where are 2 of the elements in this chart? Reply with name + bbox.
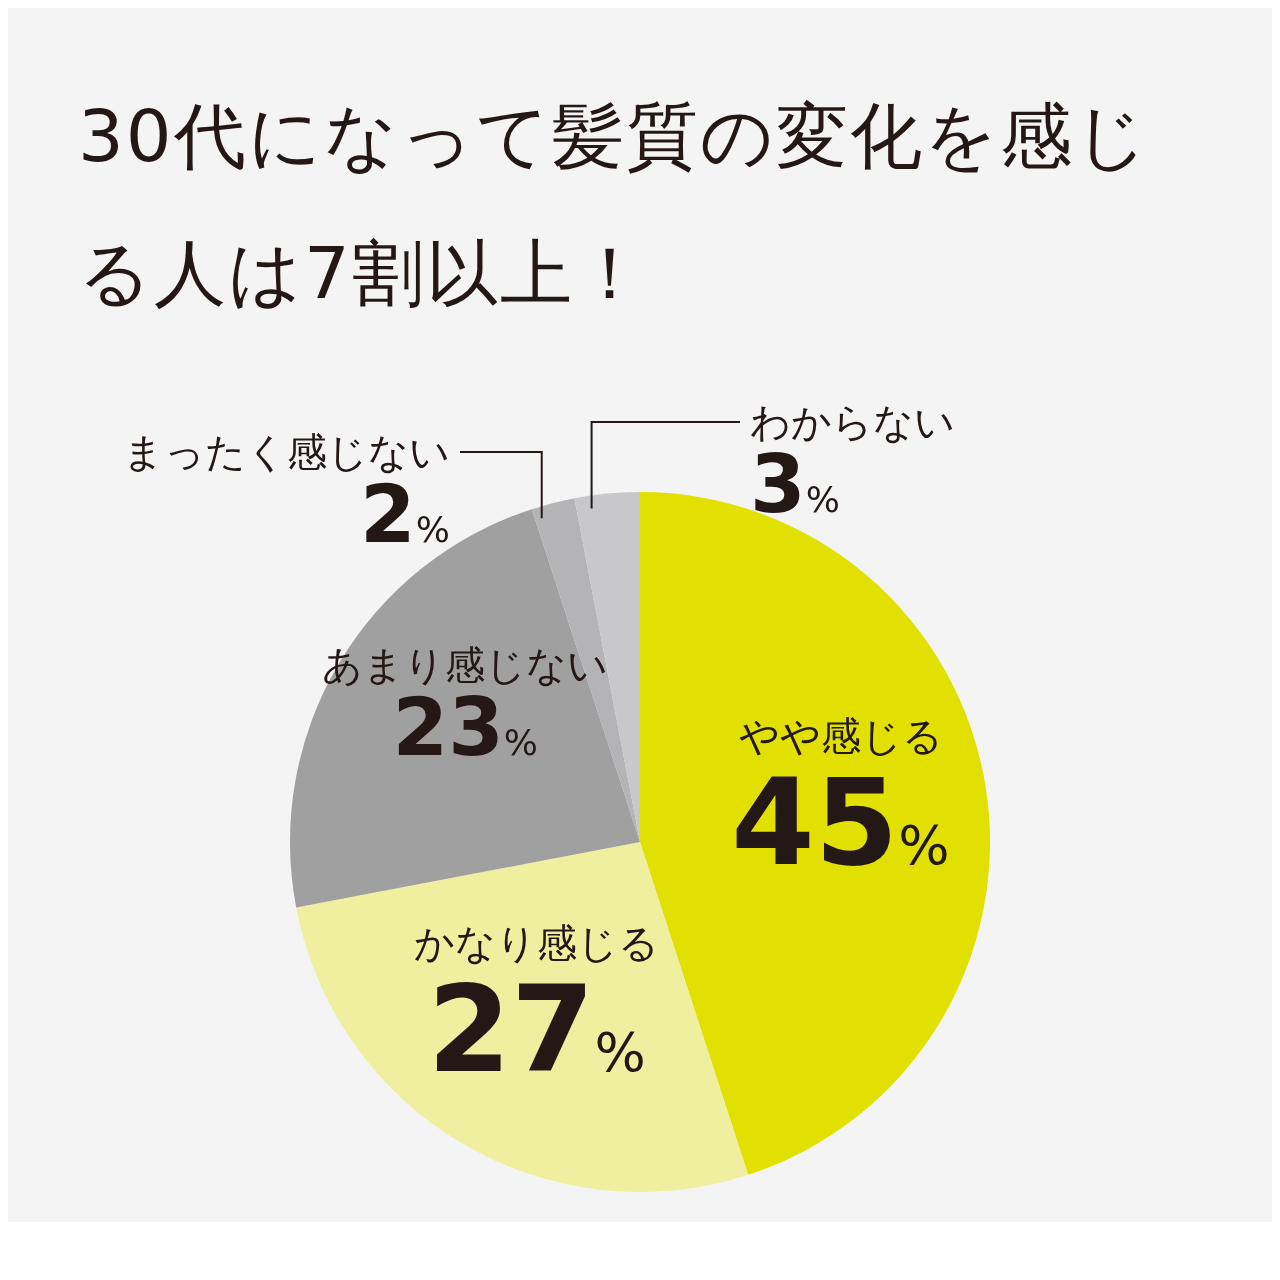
- slice-label: やや感じる: [738, 712, 943, 759]
- chart-title: 30代になって髪質の変化を感じる人は7割以上！: [77, 93, 1151, 317]
